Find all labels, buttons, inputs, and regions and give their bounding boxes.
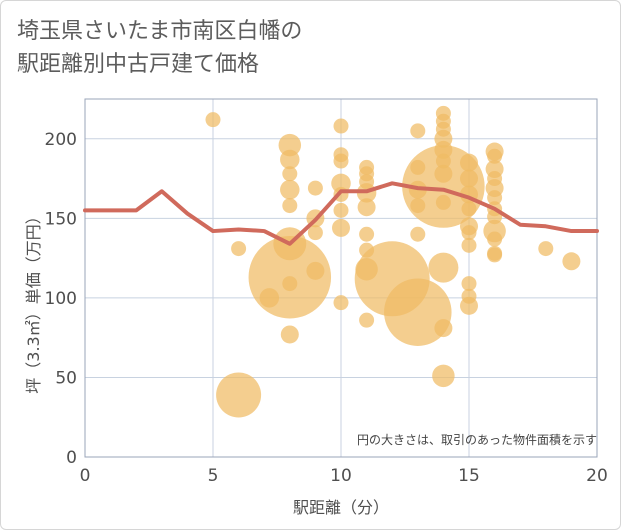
x-axis-ticks: 0 5 10 15 20 bbox=[80, 466, 608, 486]
bubble-point bbox=[307, 180, 323, 196]
average-price-line bbox=[83, 181, 599, 246]
y-tick-label: 100 bbox=[45, 289, 77, 309]
bubble-point bbox=[460, 169, 478, 188]
bubble-point bbox=[331, 173, 351, 194]
y-tick-label: 200 bbox=[45, 130, 77, 150]
bubble-point bbox=[410, 123, 426, 139]
bubble-point bbox=[432, 364, 455, 388]
bubble-point bbox=[359, 226, 375, 242]
bubble-point bbox=[434, 319, 453, 338]
bubble-point bbox=[333, 118, 349, 134]
bubble-point bbox=[278, 133, 302, 157]
bubble-point bbox=[280, 179, 300, 200]
bubble-point bbox=[307, 225, 323, 241]
bubble-point bbox=[357, 198, 376, 217]
average-line-layer bbox=[83, 181, 599, 246]
bubble-point bbox=[435, 194, 451, 210]
bubble-point bbox=[333, 202, 349, 218]
bubble-point bbox=[487, 190, 503, 206]
bubble-point bbox=[461, 201, 477, 217]
bubble-point bbox=[282, 198, 298, 214]
plot-border bbox=[84, 98, 598, 458]
y-tick-label: 0 bbox=[66, 448, 77, 468]
bubble-point bbox=[205, 112, 221, 128]
y-tick-label: 50 bbox=[55, 368, 77, 388]
bubble-point bbox=[460, 296, 478, 315]
bubble-point bbox=[461, 237, 477, 253]
bubble-point bbox=[487, 231, 503, 247]
bubble-point bbox=[216, 372, 262, 418]
bubble-layer bbox=[205, 105, 581, 418]
bubble-point bbox=[410, 226, 426, 242]
bubble-point bbox=[562, 252, 581, 271]
y-tick-label: 150 bbox=[45, 209, 77, 229]
y-axis-ticks: 0 50 100 150 200 bbox=[45, 130, 77, 468]
bubble-point bbox=[487, 247, 503, 263]
bubble-point bbox=[280, 325, 299, 344]
x-tick-label: 5 bbox=[208, 466, 219, 486]
bubble-point bbox=[359, 312, 375, 328]
bubble-point bbox=[282, 276, 298, 292]
chart-title: 埼玉県さいたま市南区白幡の 駅距離別中古戸建て価格 bbox=[17, 15, 302, 81]
bubble-point bbox=[461, 225, 477, 241]
bubble-point bbox=[333, 295, 349, 311]
bubble-point bbox=[538, 241, 554, 257]
bubble-point bbox=[461, 276, 477, 292]
bubble-point bbox=[332, 218, 350, 237]
x-tick-label: 20 bbox=[586, 466, 608, 486]
bubble-point bbox=[428, 252, 459, 283]
bubble-point bbox=[487, 148, 503, 164]
x-tick-label: 10 bbox=[330, 466, 352, 486]
x-tick-label: 15 bbox=[458, 466, 480, 486]
x-tick-label: 0 bbox=[80, 466, 91, 486]
bubble-size-note: 円の大きさは、取引のあった物件面積を示す bbox=[357, 432, 597, 447]
bubble-point bbox=[460, 153, 478, 172]
bubble-point bbox=[306, 261, 325, 280]
bubble-point bbox=[231, 241, 247, 257]
chart-title-line-2: 駅距離別中古戸建て価格 bbox=[17, 52, 260, 77]
bubble-point bbox=[333, 153, 349, 169]
bubble-point bbox=[280, 149, 300, 170]
x-axis-label: 駅距離（分） bbox=[293, 498, 389, 517]
y-axis-label: 坪（3.3㎡）単価（万円） bbox=[24, 208, 43, 393]
bubble-point bbox=[282, 166, 298, 182]
chart-title-line-1: 埼玉県さいたま市南区白幡の bbox=[17, 19, 303, 44]
